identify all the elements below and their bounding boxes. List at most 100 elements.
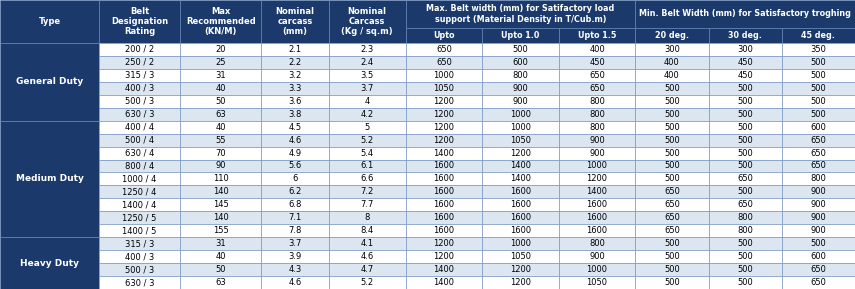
Text: 800 / 4: 800 / 4 [125, 162, 154, 171]
Bar [180, 82, 262, 95]
Text: 63: 63 [215, 278, 227, 287]
Text: 500: 500 [737, 239, 753, 248]
Text: 400 / 3: 400 / 3 [125, 84, 154, 93]
Bar [781, 250, 855, 263]
Bar [558, 263, 635, 276]
Text: 1200: 1200 [433, 239, 454, 248]
Text: 315 / 3: 315 / 3 [125, 71, 155, 80]
Text: 500: 500 [664, 278, 680, 287]
Text: 3.9: 3.9 [288, 252, 302, 261]
Bar [180, 43, 262, 56]
Bar [635, 28, 709, 43]
Bar [635, 173, 709, 186]
Text: 650: 650 [811, 265, 826, 274]
Text: 1400 / 4: 1400 / 4 [122, 200, 156, 209]
Text: 800: 800 [589, 123, 605, 132]
Text: 500: 500 [664, 252, 680, 261]
Text: 55: 55 [215, 136, 226, 144]
Bar [329, 160, 405, 173]
Text: 650: 650 [811, 149, 826, 158]
Text: 5.2: 5.2 [361, 278, 374, 287]
Text: 1200: 1200 [510, 149, 531, 158]
Bar [180, 211, 262, 224]
Text: 650: 650 [436, 58, 451, 67]
Text: 4.2: 4.2 [361, 110, 374, 119]
Text: 500: 500 [811, 71, 826, 80]
Text: 5: 5 [364, 123, 370, 132]
Bar [405, 43, 482, 56]
Text: 900: 900 [811, 187, 826, 197]
Text: 1200: 1200 [510, 265, 531, 274]
Bar [99, 224, 180, 237]
Bar [781, 224, 855, 237]
Bar [262, 173, 329, 186]
Bar [329, 276, 405, 289]
Bar [99, 160, 180, 173]
Text: 1050: 1050 [433, 84, 454, 93]
Bar [558, 173, 635, 186]
Bar [180, 198, 262, 211]
Text: Max
Recommended
(KN/M): Max Recommended (KN/M) [186, 7, 256, 36]
Bar [482, 134, 558, 147]
Bar [262, 224, 329, 237]
Bar [709, 211, 781, 224]
Bar [781, 211, 855, 224]
Text: 900: 900 [589, 252, 604, 261]
Text: 4: 4 [364, 97, 370, 106]
Text: 50: 50 [215, 97, 226, 106]
Text: 1600: 1600 [433, 226, 454, 235]
Text: 600: 600 [811, 252, 826, 261]
Bar [262, 237, 329, 250]
Text: 1600: 1600 [433, 175, 454, 184]
Bar [482, 108, 558, 121]
Bar [99, 43, 180, 56]
Bar [99, 250, 180, 263]
Text: 50: 50 [215, 265, 226, 274]
Text: 500: 500 [811, 97, 826, 106]
Text: 500: 500 [811, 239, 826, 248]
Bar [329, 211, 405, 224]
Text: 500: 500 [664, 175, 680, 184]
Text: 500: 500 [737, 136, 753, 144]
Bar [781, 28, 855, 43]
Text: 500: 500 [664, 84, 680, 93]
Text: 800: 800 [589, 110, 605, 119]
Text: 140: 140 [213, 187, 228, 197]
Bar [709, 237, 781, 250]
Bar [558, 95, 635, 108]
Bar [709, 173, 781, 186]
Text: 1000 / 4: 1000 / 4 [122, 175, 156, 184]
Bar [405, 108, 482, 121]
Text: 1400: 1400 [587, 187, 608, 197]
Bar [781, 121, 855, 134]
Text: 800: 800 [589, 239, 605, 248]
Bar [405, 134, 482, 147]
Bar [482, 56, 558, 69]
Text: 1600: 1600 [510, 213, 531, 222]
Bar [709, 263, 781, 276]
Text: 1000: 1000 [587, 265, 608, 274]
Text: 650: 650 [589, 84, 605, 93]
Text: 500: 500 [811, 84, 826, 93]
Bar [262, 147, 329, 160]
Text: 315 / 3: 315 / 3 [125, 239, 155, 248]
Text: 500: 500 [737, 149, 753, 158]
Text: 3.7: 3.7 [361, 84, 374, 93]
Bar [180, 276, 262, 289]
Text: 450: 450 [737, 58, 753, 67]
Text: 500: 500 [737, 162, 753, 171]
Bar [0, 237, 99, 289]
Bar [709, 108, 781, 121]
Bar [180, 147, 262, 160]
Text: 7.7: 7.7 [361, 200, 374, 209]
Bar [558, 56, 635, 69]
Bar [781, 237, 855, 250]
Bar [329, 263, 405, 276]
Text: 630 / 3: 630 / 3 [125, 110, 155, 119]
Text: 1200: 1200 [433, 110, 454, 119]
Text: 900: 900 [512, 84, 528, 93]
Text: 1400: 1400 [433, 278, 454, 287]
Bar [329, 95, 405, 108]
Bar [558, 121, 635, 134]
Bar [262, 69, 329, 82]
